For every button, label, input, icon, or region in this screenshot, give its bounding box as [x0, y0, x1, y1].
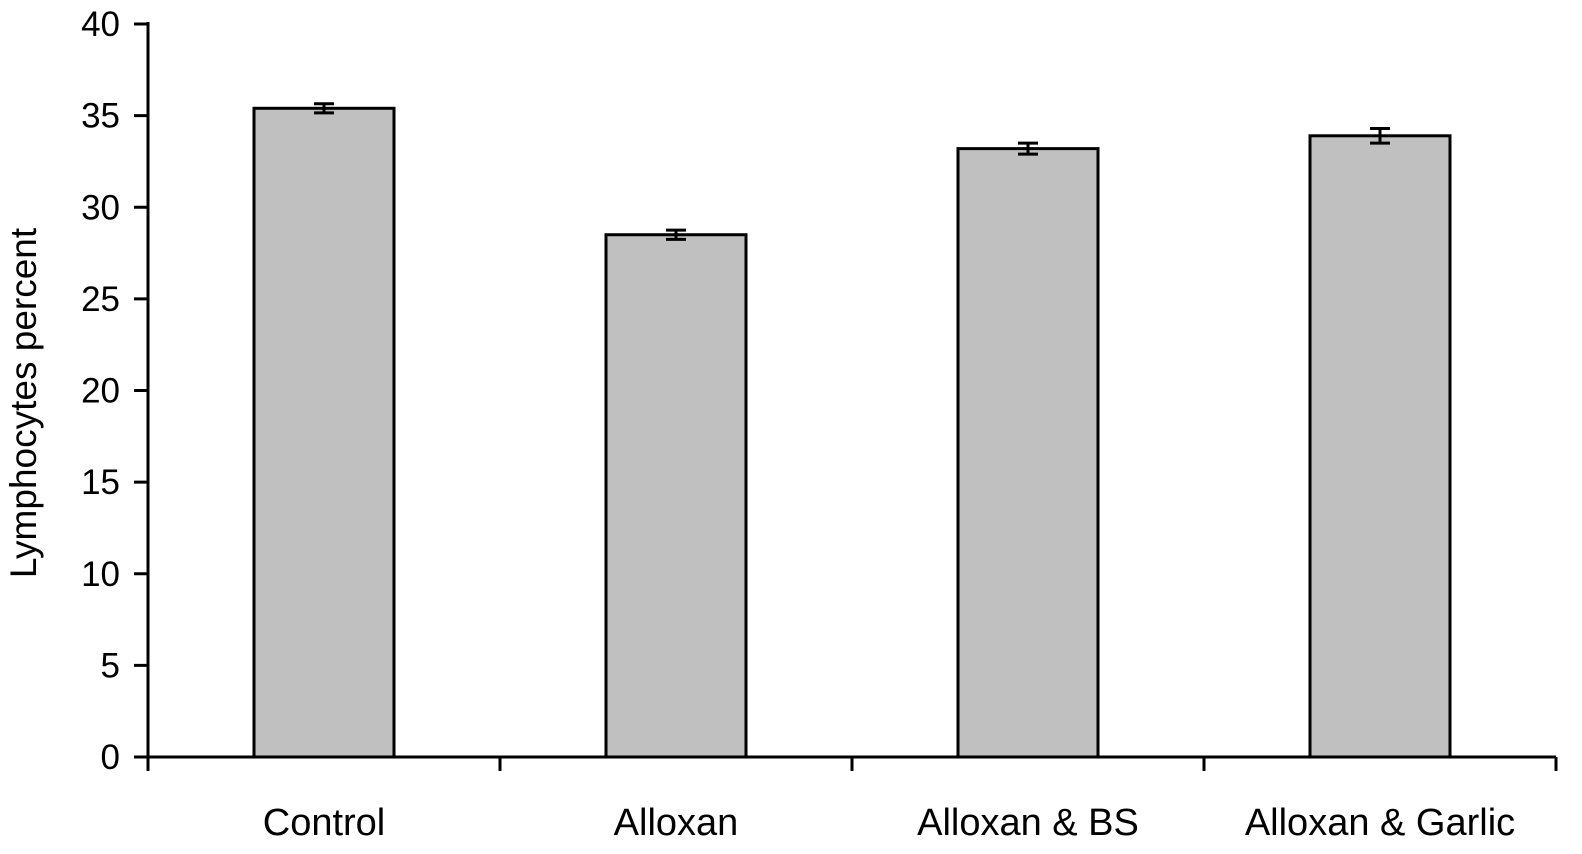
error-bar — [1370, 126, 1390, 145]
error-bar — [1018, 141, 1038, 156]
error-bar — [314, 102, 334, 115]
x-tick-label: Alloxan — [614, 802, 739, 844]
x-tick-labels: Control Alloxan Alloxan & BS Alloxan & Garl… — [263, 802, 1515, 844]
y-tick-label: 15 — [81, 463, 120, 502]
bars — [252, 106, 1452, 759]
bar — [604, 233, 748, 759]
bar — [956, 147, 1100, 759]
y-tick-label: 5 — [101, 646, 120, 685]
x-tick-label: Alloxan & BS — [917, 802, 1139, 844]
y-tick-label: 20 — [81, 372, 120, 411]
y-tick-label: 25 — [81, 280, 120, 319]
bar — [252, 106, 396, 759]
bar — [1308, 134, 1452, 759]
x-tick-label: Control — [263, 802, 386, 844]
error-bar — [666, 228, 686, 241]
x-tick-label: Alloxan & Garlic — [1245, 802, 1515, 844]
y-tick-label: 35 — [81, 97, 120, 136]
y-ticks: 0 5 10 15 20 25 30 35 40 — [81, 5, 148, 777]
y-axis-title: Lymphocytes percent — [3, 227, 44, 578]
y-tick-label: 30 — [81, 188, 120, 227]
y-tick-label: 0 — [101, 738, 120, 777]
y-tick-label: 10 — [81, 555, 120, 594]
error-bars — [314, 102, 1390, 241]
y-tick-label: 40 — [81, 5, 120, 44]
